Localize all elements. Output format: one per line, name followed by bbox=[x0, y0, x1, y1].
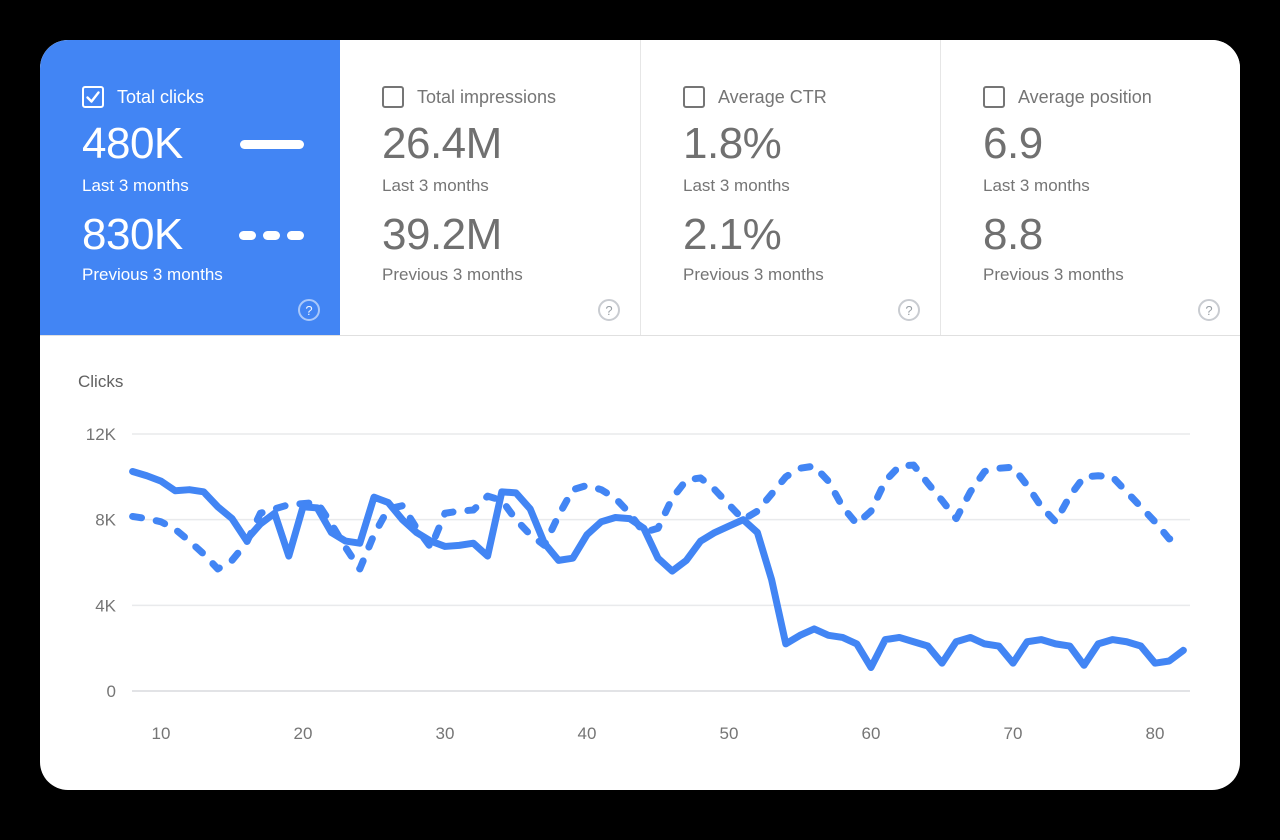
total-impressions-checkbox-unchecked[interactable] bbox=[382, 86, 404, 108]
help-icon[interactable]: ? bbox=[898, 299, 920, 321]
y-tick-label: 12K bbox=[86, 425, 117, 444]
metric-label: Average CTR bbox=[718, 86, 827, 107]
metric-secondary-value: 2.1% bbox=[683, 210, 782, 259]
metric-card-total-impressions[interactable]: Total impressions 26.4M Last 3 months 39… bbox=[340, 40, 640, 335]
x-tick-label: 70 bbox=[1004, 724, 1023, 743]
metric-card-total-clicks[interactable]: Total clicks 480K Last 3 months 830K Pre… bbox=[40, 40, 340, 335]
metric-label: Total impressions bbox=[417, 86, 557, 107]
metric-primary-value: 26.4M bbox=[382, 119, 502, 168]
metric-primary-caption: Last 3 months bbox=[82, 176, 189, 195]
help-icon[interactable]: ? bbox=[598, 299, 620, 321]
metric-secondary-value: 39.2M bbox=[382, 210, 502, 259]
metric-secondary-caption: Previous 3 months bbox=[683, 265, 824, 284]
help-icon[interactable]: ? bbox=[1198, 299, 1220, 321]
metric-primary-caption: Last 3 months bbox=[983, 176, 1090, 195]
metric-cards-row: Total clicks 480K Last 3 months 830K Pre… bbox=[40, 40, 1240, 336]
metric-primary-value: 480K bbox=[82, 119, 183, 168]
total-clicks-checkbox-checked[interactable] bbox=[82, 86, 104, 108]
x-tick-label: 80 bbox=[1146, 724, 1165, 743]
series-previous-3-months bbox=[129, 461, 1187, 573]
y-tick-label: 0 bbox=[107, 682, 116, 701]
checkmark-icon bbox=[86, 91, 100, 103]
x-tick-label: 30 bbox=[436, 724, 455, 743]
metric-secondary-caption: Previous 3 months bbox=[382, 265, 523, 284]
metric-primary-caption: Last 3 months bbox=[382, 176, 489, 195]
metric-primary-value: 6.9 bbox=[983, 119, 1043, 168]
x-tick-label: 20 bbox=[294, 724, 313, 743]
x-tick-label: 60 bbox=[862, 724, 881, 743]
metric-label: Total clicks bbox=[117, 86, 205, 107]
metric-card-average-position[interactable]: Average position 6.9 Last 3 months 8.8 P… bbox=[940, 40, 1240, 335]
y-tick-label: 8K bbox=[95, 511, 116, 530]
metric-primary-caption: Last 3 months bbox=[683, 176, 790, 195]
metric-label: Average position bbox=[1018, 86, 1152, 107]
help-icon[interactable]: ? bbox=[298, 299, 320, 321]
dashed-line-legend-icon bbox=[239, 230, 304, 240]
metric-secondary-caption: Previous 3 months bbox=[82, 265, 223, 284]
average-ctr-checkbox-unchecked[interactable] bbox=[683, 86, 705, 108]
x-tick-label: 40 bbox=[578, 724, 597, 743]
chart-axis-title: Clicks bbox=[78, 372, 124, 391]
x-tick-label: 50 bbox=[720, 724, 739, 743]
y-tick-label: 4K bbox=[95, 596, 116, 615]
series-last-3-months bbox=[129, 467, 1187, 671]
solid-line-legend-icon bbox=[240, 139, 304, 149]
metric-secondary-caption: Previous 3 months bbox=[983, 265, 1124, 284]
metric-primary-value: 1.8% bbox=[683, 119, 782, 168]
average-position-checkbox-unchecked[interactable] bbox=[983, 86, 1005, 108]
performance-report-panel: Total clicks 480K Last 3 months 830K Pre… bbox=[40, 40, 1240, 790]
metric-secondary-value: 8.8 bbox=[983, 210, 1043, 259]
metric-secondary-value: 830K bbox=[82, 210, 183, 259]
x-tick-label: 10 bbox=[152, 724, 171, 743]
metric-card-average-ctr[interactable]: Average CTR 1.8% Last 3 months 2.1% Prev… bbox=[640, 40, 940, 335]
